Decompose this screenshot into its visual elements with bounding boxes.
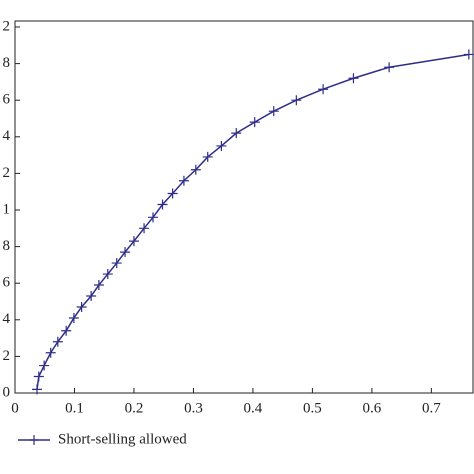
marker [76,301,87,312]
y-tick-label: 8 [3,55,11,71]
marker [268,106,279,117]
marker [249,117,260,128]
line [36,53,469,390]
marker [120,247,131,258]
marker [291,95,302,106]
marker [86,291,97,302]
marker [463,49,474,60]
marker [128,236,139,247]
marker [45,347,56,358]
marker [102,269,113,280]
y-tick-label: 4 [3,128,11,144]
marker [384,62,395,73]
y-tick-label: 0 [3,384,11,400]
marker [68,312,79,323]
marker [348,73,359,84]
y-tick-label: 6 [3,92,11,108]
y-tick-label: 6 [3,275,11,291]
x-tick-label: 0.5 [303,400,322,416]
x-tick-label: 0.2 [125,400,144,416]
marker [190,164,201,175]
y-tick-label: 8 [3,238,11,254]
marker [111,258,122,269]
marker [231,128,242,139]
y-tick-label: 4 [3,311,11,327]
x-tick-label: 0.7 [422,400,441,416]
y-tick-label: 2 [3,348,11,364]
marker [318,84,329,95]
marker [139,223,150,234]
marker [29,435,39,445]
x-tick-label: 0.3 [184,400,203,416]
y-tick-label: 2 [3,165,11,181]
legend-label: Short-selling allowed [58,431,187,447]
marker [216,140,227,151]
plot-frame [14,20,474,394]
y-tick-label: 2 [3,18,11,34]
x-tick-label: 0 [11,400,19,416]
marker [147,212,158,223]
marker [202,151,213,162]
marker [32,384,43,395]
marker [39,360,50,371]
x-tick-label: 0.1 [65,400,84,416]
marker [33,371,44,382]
marker [61,325,72,336]
marker [178,175,189,186]
x-tick-label: 0.4 [244,400,263,416]
marker [52,336,63,347]
marker [93,280,104,291]
y-tick-label: 1 [3,201,11,217]
marker [167,188,178,199]
marker [157,199,168,210]
x-tick-label: 0.6 [363,400,382,416]
